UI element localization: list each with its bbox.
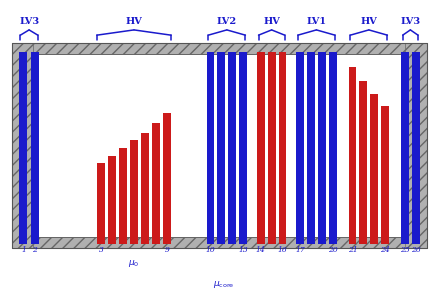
- Bar: [405, 43, 427, 248]
- Bar: [329, 52, 337, 244]
- Text: 25: 25: [400, 246, 410, 254]
- Text: HV: HV: [125, 18, 142, 26]
- Bar: [359, 81, 367, 244]
- Bar: [141, 133, 149, 244]
- Text: 2: 2: [33, 246, 37, 254]
- Text: 24: 24: [380, 246, 390, 254]
- Bar: [318, 52, 326, 244]
- Bar: [12, 43, 427, 54]
- Bar: [412, 52, 420, 244]
- Bar: [401, 52, 409, 244]
- Bar: [381, 106, 389, 244]
- Text: 21: 21: [348, 246, 357, 254]
- Text: 3: 3: [99, 246, 104, 254]
- Bar: [12, 43, 427, 248]
- Bar: [31, 52, 39, 244]
- Text: LV1: LV1: [306, 18, 326, 26]
- Bar: [130, 140, 138, 244]
- Text: 14: 14: [256, 246, 266, 254]
- Text: $\mu_0$: $\mu_0$: [128, 258, 140, 269]
- Bar: [349, 67, 356, 244]
- Bar: [20, 52, 27, 244]
- Text: 20: 20: [328, 246, 338, 254]
- Text: LV2: LV2: [217, 18, 237, 26]
- Bar: [207, 52, 214, 244]
- Bar: [257, 52, 265, 244]
- Text: 13: 13: [238, 246, 248, 254]
- Bar: [239, 52, 247, 244]
- Bar: [108, 156, 116, 244]
- Text: HV: HV: [360, 18, 377, 26]
- Text: 26: 26: [411, 246, 421, 254]
- Bar: [217, 52, 225, 244]
- Bar: [370, 94, 378, 244]
- Bar: [152, 123, 160, 244]
- Bar: [33, 54, 405, 237]
- Text: 1: 1: [21, 246, 26, 254]
- Bar: [268, 52, 276, 244]
- Text: LV3: LV3: [400, 18, 421, 26]
- Bar: [307, 52, 315, 244]
- Bar: [119, 148, 127, 244]
- Text: LV3: LV3: [19, 18, 39, 26]
- Text: 16: 16: [278, 246, 287, 254]
- Bar: [12, 237, 427, 248]
- Bar: [279, 52, 286, 244]
- Bar: [228, 52, 236, 244]
- Bar: [97, 163, 105, 244]
- Text: 10: 10: [206, 246, 215, 254]
- Text: 9: 9: [164, 246, 169, 254]
- Bar: [163, 113, 171, 244]
- Bar: [296, 52, 304, 244]
- Text: $\mu_{\mathrm{core}}$: $\mu_{\mathrm{core}}$: [213, 279, 234, 290]
- Text: 17: 17: [295, 246, 305, 254]
- Text: HV: HV: [263, 18, 280, 26]
- Bar: [12, 43, 33, 248]
